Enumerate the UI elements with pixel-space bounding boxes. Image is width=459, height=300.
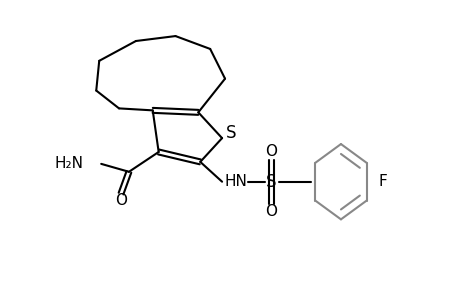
Text: S: S (266, 173, 276, 191)
Text: S: S (225, 124, 236, 142)
Text: F: F (378, 174, 386, 189)
Text: H₂N: H₂N (54, 156, 83, 171)
Text: O: O (115, 193, 127, 208)
Text: HN: HN (224, 174, 247, 189)
Text: O: O (265, 145, 277, 160)
Text: O: O (265, 204, 277, 219)
